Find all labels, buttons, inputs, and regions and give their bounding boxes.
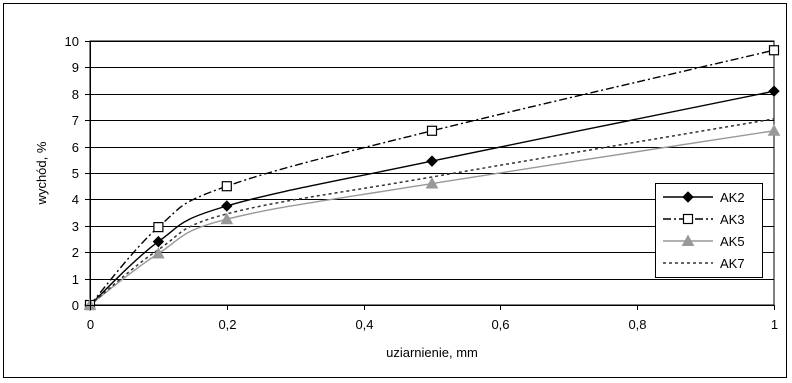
y-axis-label: wychód, % (34, 141, 49, 205)
x-tick-label: 0,8 (628, 317, 646, 332)
data-point-ak2 (426, 155, 438, 167)
legend: AK2 AK3 AK5 AK7 (655, 183, 763, 278)
series-line-ak2 (89, 90, 775, 306)
data-point-ak5 (767, 124, 781, 136)
data-point-ak5 (220, 212, 234, 225)
data-point-ak5 (425, 177, 439, 189)
x-axis-label: uziarnienie, mm (386, 345, 478, 360)
legend-label-ak3: AK3 (720, 212, 745, 227)
series-line-ak7 (89, 118, 775, 306)
data-point-ak3 (768, 45, 780, 56)
data-point-ak5 (152, 246, 165, 259)
y-tick-label: 9 (72, 60, 79, 75)
legend-label-ak7: AK7 (720, 256, 745, 271)
x-tick-label: 0,2 (218, 317, 236, 332)
y-tick-label: 5 (72, 166, 79, 181)
y-tick-label: 1 (72, 272, 79, 287)
y-tick-label: 2 (72, 245, 79, 260)
data-point-ak2 (152, 235, 165, 248)
legend-label-ak2: AK2 (720, 190, 745, 205)
legend-marker-ak2 (682, 191, 694, 203)
legend-label-ak5: AK5 (720, 234, 745, 249)
data-point-ak3 (221, 181, 232, 192)
x-tick-label: 0,4 (355, 317, 373, 332)
data-point-ak3 (426, 125, 438, 136)
y-tick-label: 0 (72, 298, 79, 313)
legend-marker-ak5 (681, 234, 695, 246)
data-point-ak2 (221, 200, 233, 212)
x-tick-label: 0,6 (491, 317, 509, 332)
y-tick-label: 4 (72, 192, 79, 207)
x-tick-label: 1 (771, 317, 778, 332)
y-tick-label: 6 (72, 140, 79, 155)
y-tick-label: 8 (72, 87, 79, 102)
data-point-ak3 (153, 222, 164, 233)
x-tick-label: 0 (87, 317, 94, 332)
y-tick-label: 10 (65, 34, 79, 49)
series-line-ak3 (89, 49, 775, 306)
data-point-ak2 (768, 85, 780, 97)
legend-marker-ak3 (682, 213, 694, 225)
legend-box (655, 183, 763, 278)
axes: 0 1 2 3 4 5 6 7 8 9 10 0 0,2 0,4 0,6 0,8 1 (65, 34, 779, 332)
y-tick-label: 7 (72, 113, 79, 128)
y-tick-label: 3 (72, 219, 79, 234)
